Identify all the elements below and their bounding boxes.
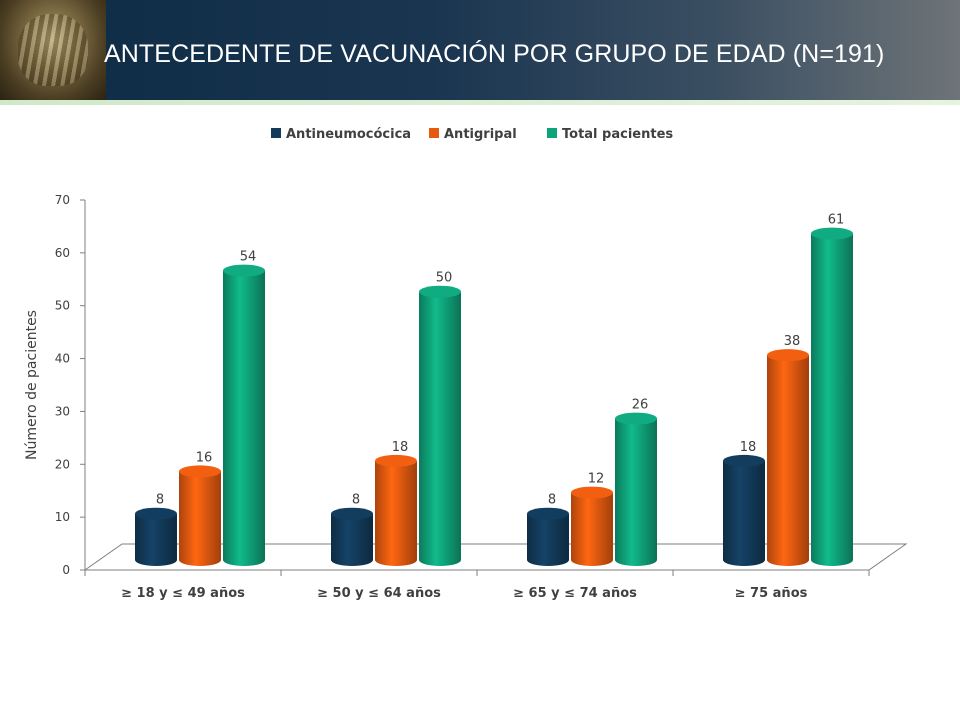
bar-chart: Antineumocócica Antigripal Total pacientes… [24, 127, 908, 601]
data-label-total-pacientes: 50 [436, 271, 453, 286]
y-tick-label: 40 [55, 352, 70, 366]
legend-swatch-total-pacientes [547, 128, 557, 138]
bar-antigripal [375, 454, 417, 566]
data-label-antigripal: 18 [392, 440, 409, 455]
legend-label-antineumococica: Antineumocócica [286, 127, 411, 142]
bar-body [723, 460, 765, 566]
bar-cap [571, 486, 613, 499]
bar-antineumococica [527, 507, 569, 566]
bar-body [527, 513, 569, 566]
bar-cap [375, 454, 417, 467]
bar-body [135, 513, 177, 566]
bar-total-pacientes [615, 412, 657, 566]
bar-body [615, 418, 657, 566]
legend-label-total-pacientes: Total pacientes [562, 127, 673, 142]
data-label-antineumococica: 8 [352, 493, 360, 508]
x-category-label: ≥ 18 y ≤ 49 años [121, 586, 245, 601]
bar-cap [179, 465, 221, 478]
bar-antigripal [179, 465, 221, 566]
bar-body [179, 471, 221, 566]
data-label-antineumococica: 8 [156, 493, 164, 508]
data-label-antineumococica: 8 [548, 493, 556, 508]
bar-antigripal [571, 486, 613, 566]
bar-cap [723, 454, 765, 467]
legend-label-antigripal: Antigripal [444, 127, 517, 142]
bar-antigripal [767, 349, 809, 566]
x-category-label: ≥ 50 y ≤ 64 años [317, 586, 441, 601]
y-tick-label: 50 [55, 299, 70, 313]
bar-cap [419, 285, 461, 298]
bar-body [331, 513, 373, 566]
y-axis: 0 10 20 30 40 50 60 70 [55, 193, 86, 577]
legend-swatch-antineumococica [271, 128, 281, 138]
bar-cap [811, 227, 853, 240]
bar-total-pacientes [223, 264, 265, 566]
y-tick-label: 60 [55, 246, 70, 260]
bar-cap [527, 507, 569, 520]
data-label-total-pacientes: 26 [632, 398, 649, 413]
bar-cap [223, 264, 265, 277]
header-decorative-image [0, 0, 106, 100]
bar-cap [767, 349, 809, 362]
slide-header: ANTECEDENTE DE VACUNACIÓN POR GRUPO DE E… [0, 0, 960, 100]
data-label-total-pacientes: 54 [240, 250, 257, 265]
bar-body [811, 233, 853, 567]
chart-bars [135, 227, 853, 567]
y-tick-label: 0 [62, 563, 70, 577]
bar-body [375, 460, 417, 566]
bar-total-pacientes [811, 227, 853, 567]
data-label-antineumococica: 18 [740, 440, 757, 455]
header-divider [0, 100, 960, 105]
bar-body [419, 291, 461, 566]
bar-antineumococica [723, 454, 765, 566]
y-tick-label: 30 [55, 404, 70, 418]
data-label-antigripal: 16 [196, 450, 213, 465]
bar-cap [331, 507, 373, 520]
y-tick-label: 70 [55, 193, 70, 207]
data-label-total-pacientes: 61 [828, 213, 845, 228]
y-axis-title: Número de pacientes [24, 310, 40, 460]
bar-cap [135, 507, 177, 520]
legend-swatch-antigripal [429, 128, 439, 138]
data-labels: 8 16 54 8 18 50 8 12 26 18 38 61 [156, 213, 844, 508]
bar-antineumococica [331, 507, 373, 566]
x-category-label: ≥ 75 años [735, 586, 808, 601]
x-axis: ≥ 18 y ≤ 49 años ≥ 50 y ≤ 64 años ≥ 65 y ≤… [84, 569, 870, 601]
bar-body [571, 492, 613, 566]
chart-legend: Antineumocócica Antigripal Total pacientes [271, 127, 673, 142]
bar-antineumococica [135, 507, 177, 566]
slide-title: ANTECEDENTE DE VACUNACIÓN POR GRUPO DE E… [104, 40, 885, 68]
data-label-antigripal: 38 [784, 334, 801, 349]
bar-total-pacientes [419, 285, 461, 566]
bar-cap [615, 412, 657, 425]
x-category-label: ≥ 65 y ≤ 74 años [513, 586, 637, 601]
y-tick-label: 10 [55, 510, 70, 524]
data-label-antigripal: 12 [588, 472, 605, 487]
bar-body [767, 355, 809, 566]
y-tick-label: 20 [55, 457, 70, 471]
bar-body [223, 270, 265, 566]
